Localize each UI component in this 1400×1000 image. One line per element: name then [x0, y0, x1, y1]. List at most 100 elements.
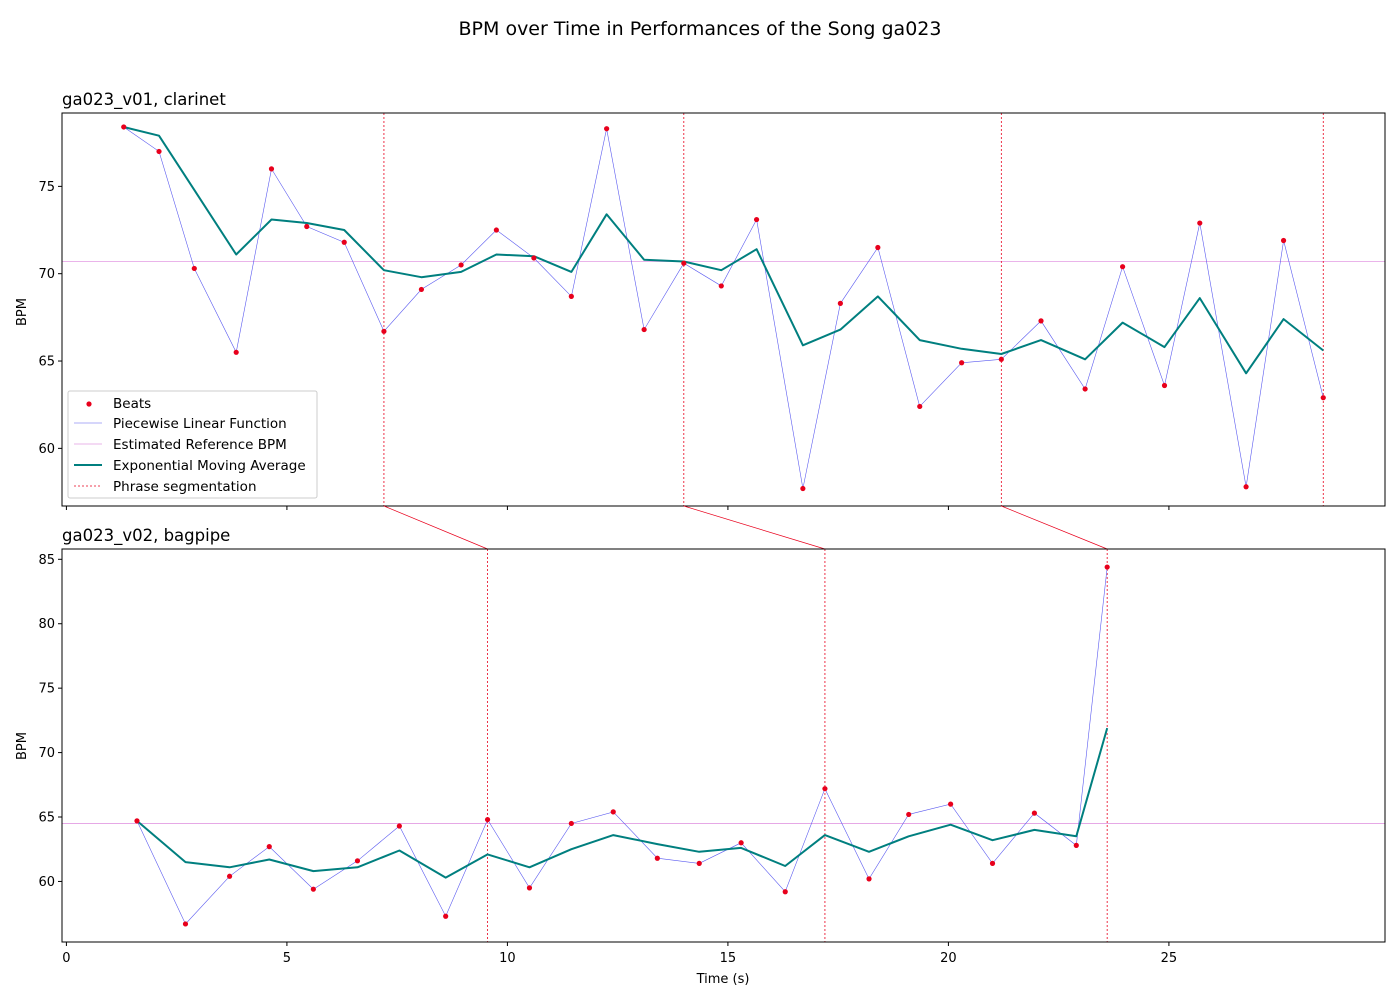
- beat-point: [233, 349, 239, 355]
- piecewise-linear-series: [136, 566, 1108, 925]
- beat-point: [310, 886, 316, 892]
- beat-point: [800, 485, 806, 492]
- figure-title: BPM over Time in Performances of the Son…: [459, 18, 942, 40]
- beat-point: [906, 811, 912, 818]
- beat-point: [837, 300, 843, 306]
- legend-beats-marker: [86, 401, 92, 407]
- beat-point: [753, 216, 760, 223]
- legend: Beats Piecewise Linear Function Estimate…: [67, 390, 318, 499]
- piecewise-linear-line: [136, 566, 1108, 925]
- beat-point: [526, 885, 533, 891]
- panel-bottom-title: ga023_v02, bagpipe: [62, 526, 230, 546]
- beat-point: [182, 921, 189, 927]
- beat-point: [696, 860, 702, 867]
- beat-point: [354, 858, 361, 864]
- beat-point: [738, 840, 744, 846]
- beat-point: [1161, 382, 1168, 389]
- y-tick-label: 70: [38, 267, 55, 282]
- y-tick-label: 75: [38, 682, 55, 697]
- piecewise-linear-series: [123, 126, 1324, 489]
- panel-bottom-ylabel: BPM: [15, 732, 30, 760]
- y-tick-label: 60: [38, 442, 55, 457]
- beat-point: [493, 227, 499, 233]
- ema-series: [136, 727, 1109, 879]
- legend-phrase-label: Phrase segmentation: [113, 479, 257, 495]
- phrase-connector: [1001, 505, 1108, 550]
- beat-point: [266, 844, 272, 850]
- panel-top-title: ga023_v01, clarinet: [62, 90, 226, 110]
- x-tick-label: 25: [1161, 951, 1178, 966]
- beat-point: [917, 403, 923, 410]
- y-axis-ticks: 60 65 70 75: [38, 180, 62, 457]
- beat-point: [654, 855, 660, 861]
- phrase-segmentation-lines: [487, 549, 1108, 942]
- beat-point: [443, 913, 449, 919]
- x-tick-label: 10: [499, 951, 516, 966]
- beat-point: [568, 820, 574, 827]
- beat-point: [1082, 386, 1088, 392]
- beats-series: [121, 124, 1326, 492]
- x-tick-label: 0: [62, 951, 70, 966]
- beat-point: [604, 126, 610, 132]
- ema-line: [123, 126, 1324, 375]
- beat-point: [568, 293, 574, 299]
- plot-frame: [61, 112, 1386, 507]
- beat-point: [959, 360, 965, 366]
- y-tick-label: 65: [38, 811, 55, 826]
- beat-point: [782, 889, 788, 895]
- beat-point: [1197, 220, 1203, 226]
- panel-bottom: ga023_v02, bagpipe BPM 60 65 70 75 80 85 0 5 10…: [15, 526, 1386, 987]
- beat-point: [1120, 264, 1126, 270]
- legend-ema-label: Exponential Moving Average: [113, 458, 306, 474]
- beat-point: [1104, 564, 1110, 570]
- beat-point: [948, 801, 954, 807]
- y-tick-label: 85: [38, 553, 55, 568]
- beat-point: [268, 166, 275, 172]
- beat-point: [191, 265, 197, 272]
- beat-point: [156, 148, 162, 155]
- plot-frame: [61, 548, 1386, 943]
- beat-point: [418, 286, 425, 293]
- beat-point: [304, 223, 310, 230]
- beat-point: [1073, 842, 1079, 848]
- x-axis-label: Time (s): [696, 972, 750, 987]
- phrase-connector: [383, 505, 488, 550]
- phrase-connectors: [383, 505, 1108, 550]
- panel-top-ylabel: BPM: [15, 298, 30, 326]
- legend-pwl-label: Piecewise Linear Function: [113, 416, 287, 432]
- y-tick-label: 80: [38, 617, 55, 632]
- panel-top: ga023_v01, clarinet BPM 60 65 70 75 Beats P…: [15, 90, 1386, 510]
- phrase-connector: [683, 505, 826, 550]
- beats-series: [134, 564, 1110, 927]
- x-axis-ticks: [65, 506, 1170, 510]
- phrase-segmentation-lines: [383, 113, 1324, 506]
- y-axis-ticks: 60 65 70 75 80 85: [38, 553, 62, 890]
- beat-point: [998, 356, 1004, 362]
- piecewise-linear-line: [123, 126, 1324, 489]
- x-tick-label: 5: [283, 951, 291, 966]
- x-tick-label: 15: [720, 951, 737, 966]
- beat-point: [396, 823, 402, 829]
- beat-point: [718, 283, 724, 289]
- beat-point: [134, 818, 140, 824]
- ema-line: [136, 727, 1109, 879]
- beat-point: [681, 260, 687, 266]
- y-tick-label: 75: [38, 180, 55, 195]
- beat-point: [1280, 237, 1287, 244]
- legend-beats-label: Beats: [113, 396, 151, 412]
- beat-point: [866, 876, 872, 882]
- beat-point: [610, 809, 616, 815]
- y-tick-label: 60: [38, 875, 55, 890]
- beat-point: [531, 255, 537, 261]
- beat-point: [1243, 484, 1249, 490]
- ema-series: [123, 126, 1324, 375]
- beat-point: [121, 124, 127, 130]
- beat-point: [381, 328, 387, 334]
- beat-point: [989, 860, 996, 867]
- beat-point: [1038, 318, 1044, 324]
- beat-point: [1320, 395, 1326, 401]
- beat-point: [1031, 810, 1038, 816]
- beat-point: [484, 816, 491, 823]
- beat-point: [341, 239, 347, 245]
